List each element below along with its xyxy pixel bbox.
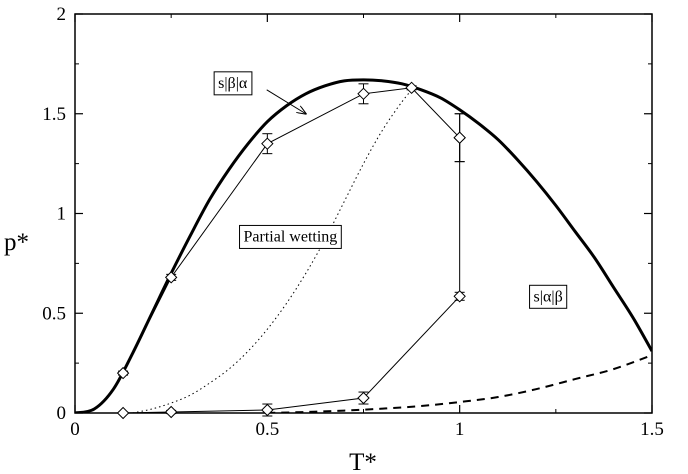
series-line-coexistence-curve bbox=[75, 78, 652, 413]
series-line-simulation-3 bbox=[122, 87, 461, 374]
y-tick-label: 2 bbox=[57, 4, 67, 25]
x-tick-label: 1.5 bbox=[640, 419, 664, 440]
data-point-diamond bbox=[164, 271, 178, 284]
data-point-diamond bbox=[116, 406, 130, 420]
data-point-diamond bbox=[357, 391, 370, 405]
data-point-diamond bbox=[453, 131, 466, 144]
data-point-diamond bbox=[116, 366, 130, 380]
series-line-dashed bbox=[267, 354, 652, 413]
annotation-box bbox=[239, 224, 342, 249]
data-point-diamond bbox=[261, 403, 274, 417]
series-line-dotted bbox=[132, 87, 414, 413]
x-tick-label: 0.5 bbox=[255, 419, 279, 440]
annotation-label: Partial wetting bbox=[244, 228, 338, 245]
x-tick-label: 0 bbox=[70, 419, 80, 440]
data-point-diamond bbox=[453, 290, 466, 303]
data-point-diamond bbox=[405, 81, 418, 95]
data-point-diamond bbox=[164, 405, 178, 419]
annotation-label: s|α|β bbox=[534, 288, 563, 305]
series-layer bbox=[75, 78, 652, 413]
annotation-arrow bbox=[266, 89, 306, 114]
x-tick-label: 1 bbox=[455, 419, 465, 440]
y-axis-title: p* bbox=[4, 229, 29, 256]
axis-ticks: 0 0.5 1 1.5 0 0.5 1 1.5 2 bbox=[42, 4, 664, 440]
annotations-layer: s|β|α Partial wetting s|α|β bbox=[213, 71, 568, 309]
y-tick-label: 0 bbox=[57, 403, 67, 424]
y-tick-label: 1 bbox=[57, 204, 67, 225]
markers-layer bbox=[116, 81, 466, 420]
plot-frame bbox=[74, 13, 653, 414]
data-point-diamond bbox=[261, 137, 274, 150]
y-tick-label: 1.5 bbox=[42, 104, 66, 125]
y-tick-label: 0.5 bbox=[42, 303, 66, 324]
x-axis-title: T* bbox=[349, 449, 377, 474]
annotation-label: s|β|α bbox=[218, 75, 248, 92]
annotation-box bbox=[529, 284, 568, 309]
data-point-diamond bbox=[357, 87, 370, 101]
annotation-box bbox=[213, 71, 253, 96]
